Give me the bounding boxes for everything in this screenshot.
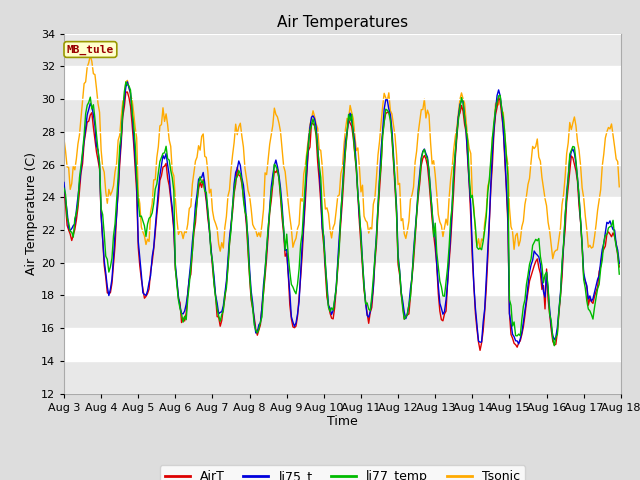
Y-axis label: Air Temperature (C): Air Temperature (C) xyxy=(25,152,38,275)
Bar xyxy=(64,361,621,394)
Text: MB_tule: MB_tule xyxy=(67,44,114,55)
Line: li77_temp: li77_temp xyxy=(64,82,620,346)
X-axis label: Time: Time xyxy=(327,415,358,429)
Legend: AirT, li75_t, li77_temp, Tsonic: AirT, li75_t, li77_temp, Tsonic xyxy=(160,465,525,480)
Line: li75_t: li75_t xyxy=(64,82,620,344)
Title: Air Temperatures: Air Temperatures xyxy=(277,15,408,30)
Bar xyxy=(64,295,621,328)
Line: Tsonic: Tsonic xyxy=(64,55,620,259)
Bar xyxy=(64,99,621,132)
Bar xyxy=(64,230,621,263)
Bar xyxy=(64,34,621,66)
Line: AirT: AirT xyxy=(64,92,620,350)
Bar xyxy=(64,165,621,197)
